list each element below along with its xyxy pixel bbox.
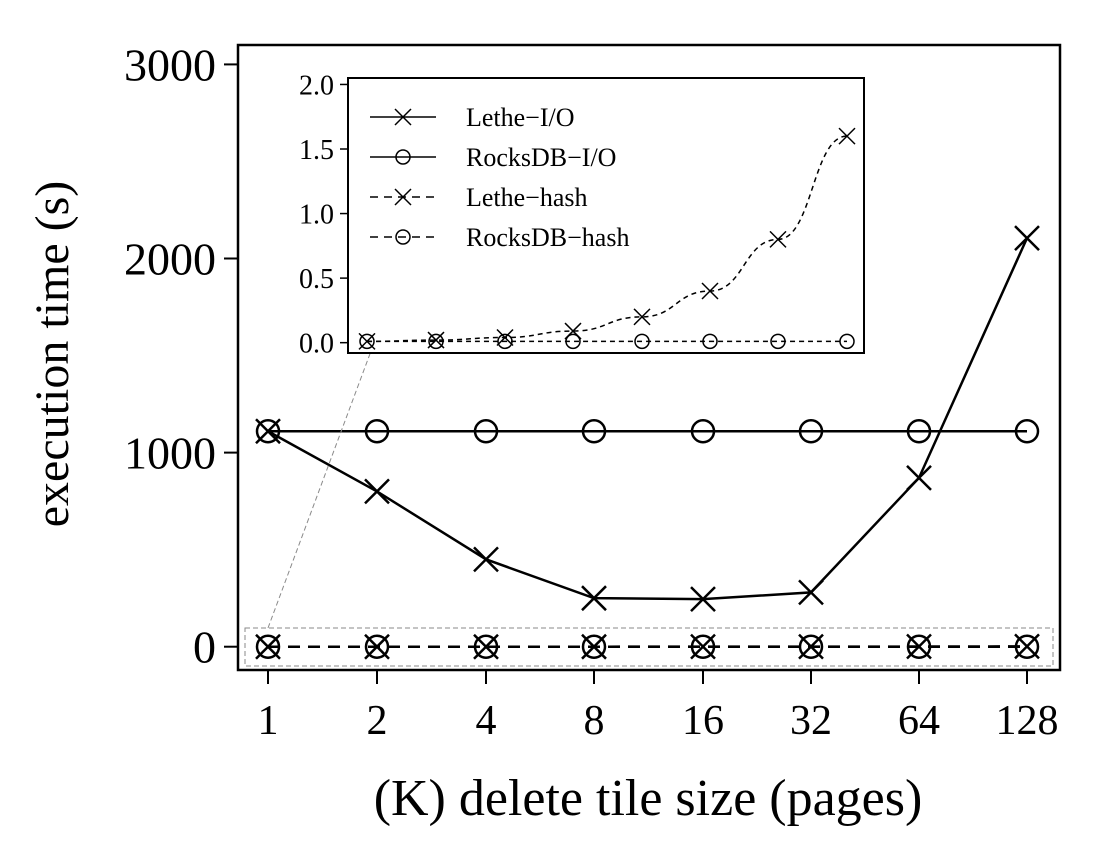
legend-item: Lethe−hash: [370, 183, 588, 212]
inset-data-point: [770, 333, 786, 350]
x-tick-label: 16: [682, 698, 724, 744]
data-point: [906, 464, 932, 491]
y-tick-label: 1000: [124, 428, 216, 479]
plot-frame: [236, 43, 1062, 672]
x-tick-label: 1: [258, 698, 279, 744]
x-tick-label: 32: [790, 698, 832, 744]
x-tick-label: 8: [584, 698, 605, 744]
zoom-arrow-line: [267, 342, 375, 629]
legend-label: RocksDB−hash: [466, 223, 629, 252]
inset-data-point: [839, 333, 855, 350]
y-tick-label: 0: [193, 622, 216, 673]
x-axis-ticks: 1 2 4 8 16 32 64 128: [258, 670, 1059, 744]
y-tick-label: 3000: [124, 39, 216, 90]
inset-y-tick-label: 2.0: [299, 70, 334, 101]
data-point: [255, 419, 281, 444]
data-point: [473, 546, 499, 573]
inset-y-tick-label: 1.0: [299, 200, 334, 231]
y-axis-label: execution time (s): [26, 181, 79, 528]
data-point: [581, 634, 607, 659]
inset-data-point: [565, 333, 581, 350]
data-point: [473, 634, 499, 659]
x-tick-label: 128: [996, 698, 1059, 744]
y-tick-label: 2000: [124, 234, 216, 285]
x-tick-label: 4: [476, 698, 497, 744]
inset-data-point: [633, 308, 651, 326]
zoom-region-box: [244, 627, 1054, 667]
inset-data-point: [496, 328, 514, 347]
legend: Lethe−I/O RocksDB−I/O Lethe−hash RocksDB−ha…: [370, 103, 629, 252]
series-lethe-i-o: [255, 225, 1040, 613]
series-line: [267, 237, 1029, 601]
series-rocksdb-hash: [255, 634, 1040, 659]
inset-frame: [347, 77, 865, 354]
inset-y-tick-label: 1.5: [299, 135, 334, 166]
data-point: [364, 478, 390, 505]
legend-swatch-marker: [394, 108, 412, 126]
data-point: [906, 419, 932, 444]
data-point: [906, 634, 932, 659]
inset-data-point: [769, 230, 787, 248]
inset-series-rocksdb-hash: [359, 333, 855, 350]
legend-item: RocksDB−hash: [370, 223, 629, 252]
data-point: [581, 585, 607, 612]
inset-data-point: [359, 333, 375, 350]
main-series: [255, 225, 1040, 660]
inset-plot: 0.00.51.01.52.0 Lethe−I/ORocksDB−I/OLeth…: [299, 70, 865, 360]
legend-item: RocksDB−I/O: [370, 143, 616, 172]
data-point: [581, 419, 607, 444]
data-point: [473, 419, 499, 444]
data-point: [1014, 634, 1040, 659]
y-axis-ticks: 0 1000 2000 3000: [124, 39, 238, 673]
inset-series: [358, 127, 856, 350]
legend-swatch-marker: [395, 229, 411, 245]
inset-data-point: [702, 333, 718, 350]
inset-data-point: [634, 333, 650, 350]
legend-label: Lethe−hash: [466, 183, 588, 212]
data-point: [798, 419, 824, 444]
data-point: [798, 579, 824, 606]
data-point: [798, 634, 824, 659]
legend-swatch-marker: [395, 149, 411, 165]
legend-label: RocksDB−I/O: [466, 143, 616, 172]
data-point: [364, 634, 390, 659]
x-axis-label: (K) delete tile size (pages): [374, 770, 923, 827]
legend-label: Lethe−I/O: [466, 103, 575, 132]
series-rocksdb-i-o: [255, 419, 1040, 444]
inset-y-tick-label: 0.0: [299, 329, 334, 360]
inset-data-point: [497, 333, 513, 350]
data-point: [1014, 419, 1040, 444]
data-point: [1014, 225, 1040, 252]
inset-series-lethe-hash: [358, 127, 856, 350]
legend-item: Lethe−I/O: [370, 103, 575, 132]
legend-swatch-marker: [394, 188, 412, 206]
x-tick-label: 2: [367, 698, 388, 744]
inset-y-tick-label: 0.5: [299, 264, 334, 295]
data-point: [690, 586, 716, 613]
data-point: [364, 419, 390, 444]
inset-data-point: [701, 282, 719, 300]
inset-y-axis-ticks: 0.0 0.5 1.0 1.5 2.0: [299, 70, 348, 360]
inset-data-point: [838, 127, 856, 145]
data-point: [690, 634, 716, 659]
data-point: [255, 634, 281, 659]
data-point: [690, 419, 716, 444]
x-tick-label: 64: [898, 698, 940, 744]
inset-data-point: [428, 333, 444, 350]
